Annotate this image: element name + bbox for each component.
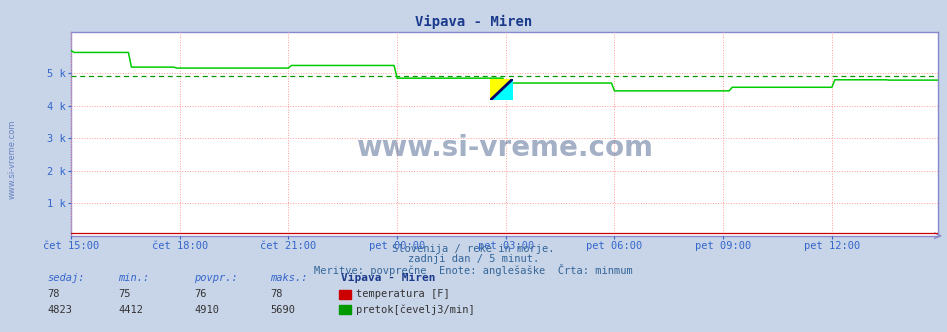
Text: 76: 76 <box>194 289 206 299</box>
Text: Vipava - Miren: Vipava - Miren <box>341 273 436 283</box>
Text: Meritve: povprečne  Enote: anglešaške  Črta: minmum: Meritve: povprečne Enote: anglešaške Črt… <box>314 264 633 276</box>
Text: www.si-vreme.com: www.si-vreme.com <box>8 120 17 199</box>
Text: 4823: 4823 <box>47 305 72 315</box>
Text: min.:: min.: <box>118 273 150 283</box>
Text: povpr.:: povpr.: <box>194 273 238 283</box>
Text: Slovenija / reke in morje.: Slovenija / reke in morje. <box>392 244 555 254</box>
Polygon shape <box>491 79 513 100</box>
Text: temperatura [F]: temperatura [F] <box>356 289 450 299</box>
Text: www.si-vreme.com: www.si-vreme.com <box>356 134 652 162</box>
Text: 78: 78 <box>47 289 60 299</box>
Text: sedaj:: sedaj: <box>47 273 85 283</box>
Text: zadnji dan / 5 minut.: zadnji dan / 5 minut. <box>408 254 539 264</box>
Text: 75: 75 <box>118 289 131 299</box>
Text: 78: 78 <box>270 289 282 299</box>
Text: 5690: 5690 <box>270 305 295 315</box>
Text: Vipava - Miren: Vipava - Miren <box>415 15 532 29</box>
Polygon shape <box>491 79 513 100</box>
Text: 4412: 4412 <box>118 305 143 315</box>
Text: 4910: 4910 <box>194 305 219 315</box>
Text: maks.:: maks.: <box>270 273 308 283</box>
Text: pretok[čevelj3/min]: pretok[čevelj3/min] <box>356 304 474 315</box>
